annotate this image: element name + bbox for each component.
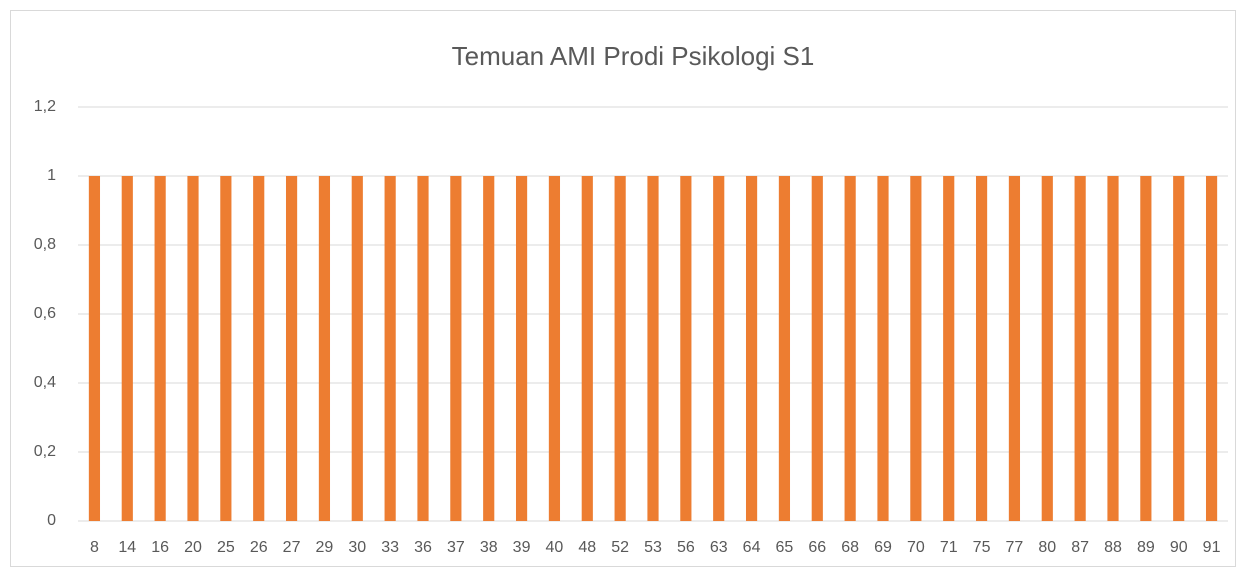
x-tick-label: 66 — [808, 539, 826, 556]
bar — [778, 176, 791, 521]
bar — [1074, 176, 1086, 521]
y-tick-label: 0,8 — [34, 236, 56, 253]
bar — [713, 176, 725, 521]
x-tick-label: 52 — [611, 539, 629, 556]
x-tick-label: 25 — [217, 539, 235, 556]
bar — [1041, 176, 1053, 521]
x-tick-label: 38 — [480, 539, 498, 556]
x-tick-label: 77 — [1006, 539, 1024, 556]
x-tick-label: 27 — [283, 539, 301, 556]
bar — [351, 176, 363, 521]
x-tick-label: 91 — [1203, 539, 1221, 556]
bar — [121, 176, 133, 521]
chart-title: Temuan AMI Prodi Psikologi S1 — [452, 41, 815, 71]
x-tick-label: 68 — [841, 539, 859, 556]
x-tick-label: 80 — [1038, 539, 1056, 556]
bar — [1107, 176, 1119, 521]
bar — [844, 176, 856, 521]
x-tick-label: 89 — [1137, 539, 1155, 556]
x-tick-label: 90 — [1170, 539, 1188, 556]
x-tick-label: 26 — [250, 539, 268, 556]
x-tick-label: 14 — [118, 539, 136, 556]
y-tick-label: 1,2 — [34, 98, 56, 115]
x-tick-label: 36 — [414, 539, 432, 556]
x-tick-label: 8 — [90, 539, 99, 556]
x-tick-label: 65 — [776, 539, 794, 556]
x-tick-label: 63 — [710, 539, 728, 556]
bar — [1205, 176, 1218, 521]
x-tick-label: 53 — [644, 539, 662, 556]
bar — [745, 176, 758, 521]
y-tick-label: 1 — [47, 167, 56, 184]
bar — [384, 176, 396, 521]
bar — [811, 176, 823, 521]
bar — [647, 176, 659, 521]
x-tick-label: 64 — [743, 539, 761, 556]
y-tick-label: 0 — [47, 512, 56, 529]
bar — [1008, 176, 1021, 521]
bar — [1140, 176, 1152, 521]
x-tick-label: 39 — [513, 539, 531, 556]
bar — [450, 176, 462, 521]
x-tick-label: 37 — [447, 539, 465, 556]
bar — [910, 176, 922, 521]
bar — [154, 176, 166, 521]
bar — [253, 176, 265, 521]
x-tick-label: 48 — [578, 539, 596, 556]
bar — [975, 176, 988, 521]
bar — [187, 176, 199, 521]
bar — [943, 176, 955, 521]
x-tick-label: 16 — [151, 539, 169, 556]
x-tick-label: 56 — [677, 539, 695, 556]
x-tick-label: 70 — [907, 539, 925, 556]
x-tick-label: 71 — [940, 539, 958, 556]
x-tick-label: 69 — [874, 539, 892, 556]
x-tick-label: 40 — [546, 539, 564, 556]
bar — [581, 176, 593, 521]
bar — [1173, 176, 1185, 521]
bar — [614, 176, 626, 521]
x-tick-label: 20 — [184, 539, 202, 556]
x-tick-label: 87 — [1071, 539, 1089, 556]
bar — [548, 176, 561, 521]
bar — [88, 176, 101, 521]
x-tick-label: 33 — [381, 539, 399, 556]
bar — [220, 176, 232, 521]
x-tick-label: 29 — [316, 539, 334, 556]
bar — [483, 176, 495, 521]
bar — [318, 176, 331, 521]
x-tick-label: 30 — [348, 539, 366, 556]
bar — [285, 176, 298, 521]
bar — [877, 176, 889, 521]
x-tick-label: 75 — [973, 539, 991, 556]
y-tick-label: 0,6 — [34, 305, 56, 322]
y-tick-label: 0,4 — [34, 374, 56, 391]
bar — [417, 176, 429, 521]
bar — [515, 176, 528, 521]
y-tick-label: 0,2 — [34, 443, 56, 460]
bar — [680, 176, 692, 521]
x-tick-label: 88 — [1104, 539, 1122, 556]
